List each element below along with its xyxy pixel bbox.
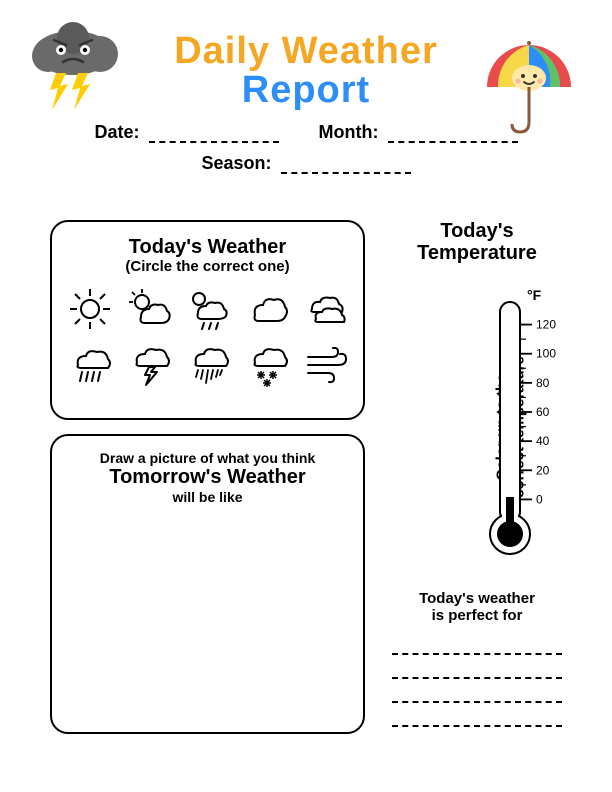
draw-line3: will be like	[64, 489, 351, 505]
wind-icon[interactable]	[302, 339, 350, 387]
temperature-title-2: Temperature	[392, 242, 562, 264]
temperature-title-1: Today's	[392, 220, 562, 242]
svg-text:40: 40	[536, 434, 550, 448]
heavy-rain-icon[interactable]	[184, 339, 232, 387]
perfect-line2: is perfect for	[392, 607, 562, 624]
rain-icon[interactable]	[66, 339, 114, 387]
season-label: Season:	[201, 153, 271, 174]
month-label: Month:	[319, 122, 379, 143]
thermometer-icon[interactable]: °F 120 100 80 60 40 20 0	[452, 282, 572, 572]
svg-text:120: 120	[536, 318, 556, 332]
write-line[interactable]	[392, 685, 562, 703]
write-line[interactable]	[392, 637, 562, 655]
sunny-icon[interactable]	[66, 285, 114, 333]
season-input-line[interactable]	[281, 172, 411, 174]
date-input-line[interactable]	[149, 141, 279, 143]
perfect-line1: Today's weather	[392, 590, 562, 607]
angry-cloud-icon	[28, 18, 148, 123]
date-label: Date:	[94, 122, 139, 143]
thunderstorm-icon[interactable]	[125, 339, 173, 387]
todays-weather-box: Today's Weather (Circle the correct one)	[50, 220, 365, 420]
svg-text:80: 80	[536, 376, 550, 390]
write-line[interactable]	[392, 661, 562, 679]
todays-weather-subtitle: (Circle the correct one)	[64, 258, 351, 275]
cloudy-icon[interactable]	[243, 285, 291, 333]
partly-cloudy-icon[interactable]	[125, 285, 173, 333]
svg-text:60: 60	[536, 405, 550, 419]
svg-text:100: 100	[536, 347, 556, 361]
umbrella-icon	[482, 40, 577, 145]
cloudy-rain-icon[interactable]	[184, 285, 232, 333]
thermo-unit: °F	[527, 287, 542, 303]
write-line[interactable]	[392, 709, 562, 727]
overcast-icon[interactable]	[302, 285, 350, 333]
svg-text:20: 20	[536, 463, 550, 477]
svg-text:0: 0	[536, 492, 543, 506]
snow-icon[interactable]	[243, 339, 291, 387]
draw-line1: Draw a picture of what you think	[64, 450, 351, 466]
tomorrows-weather-box[interactable]: Draw a picture of what you think Tomorro…	[50, 434, 365, 734]
todays-weather-title: Today's Weather	[64, 236, 351, 258]
draw-line2: Tomorrow's Weather	[64, 466, 351, 489]
